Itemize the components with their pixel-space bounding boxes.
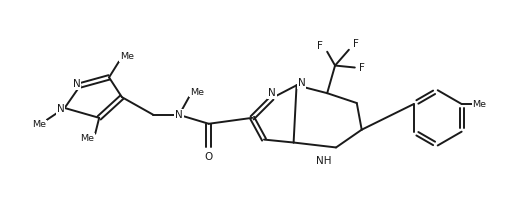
Text: O: O bbox=[205, 152, 213, 162]
Text: Me: Me bbox=[190, 88, 204, 97]
Text: Me: Me bbox=[80, 134, 95, 143]
Text: N: N bbox=[175, 110, 183, 120]
Text: Me: Me bbox=[120, 52, 134, 61]
Text: N: N bbox=[73, 79, 80, 89]
Text: Me: Me bbox=[473, 99, 486, 109]
Text: N: N bbox=[268, 88, 276, 98]
Text: F: F bbox=[353, 39, 359, 49]
Text: F: F bbox=[359, 62, 365, 72]
Text: N: N bbox=[298, 78, 305, 88]
Text: F: F bbox=[317, 41, 323, 51]
Text: N: N bbox=[57, 104, 64, 114]
Text: Me: Me bbox=[32, 120, 46, 129]
Text: NH: NH bbox=[316, 156, 332, 166]
